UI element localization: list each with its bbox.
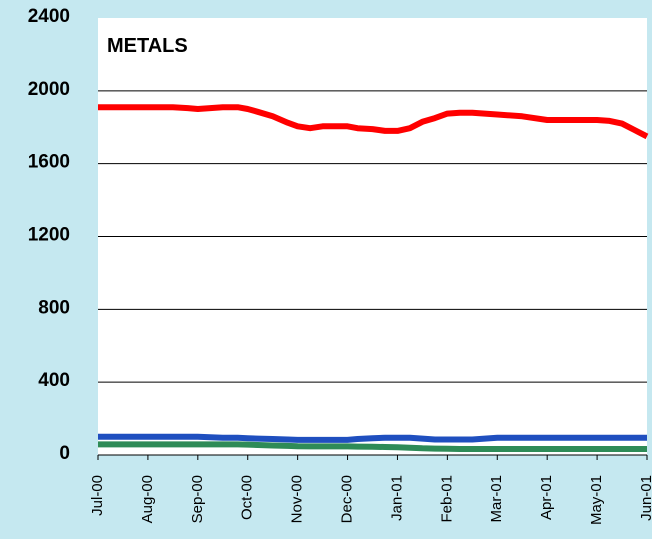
x-tick-label: May-01 xyxy=(588,475,605,525)
x-axis-ticks: Jul-00 Aug-00 Sep-00 Oct-00 Nov-00 Dec-00 Jan-… xyxy=(89,455,652,525)
x-tick-label: Apr-01 xyxy=(538,475,555,520)
series-line-2 xyxy=(98,433,647,443)
x-tick-label: Oct-00 xyxy=(239,475,256,520)
y-tick-label: 800 xyxy=(38,297,70,318)
y-tick-label: 400 xyxy=(38,370,70,391)
y-axis-ticks: 0 400 800 1200 1600 2000 2400 xyxy=(28,6,70,464)
series-line-3 xyxy=(98,441,647,452)
x-tick-label: Sep-00 xyxy=(189,475,206,523)
x-tick-label: Aug-00 xyxy=(139,475,156,523)
series-lines xyxy=(98,104,649,452)
y-tick-label: 1600 xyxy=(28,152,70,173)
x-tick-label: Jun-01 xyxy=(638,475,652,521)
x-tick-label: Nov-00 xyxy=(289,475,306,523)
y-tick-label: 1200 xyxy=(28,225,70,246)
y-tick-label: 0 xyxy=(59,443,70,464)
x-tick-label: Dec-00 xyxy=(339,475,356,523)
y-tick-label: 2000 xyxy=(28,79,70,100)
chart-title: METALS xyxy=(107,35,188,57)
x-tick-label: Mar-01 xyxy=(488,475,505,523)
x-tick-label: Jan-01 xyxy=(388,475,405,521)
gridlines xyxy=(98,90,647,456)
series-line-1 xyxy=(98,104,649,140)
x-tick-label: Jul-00 xyxy=(89,475,106,516)
x-tick-label: Feb-01 xyxy=(438,475,455,523)
y-tick-label: 2400 xyxy=(28,6,70,27)
